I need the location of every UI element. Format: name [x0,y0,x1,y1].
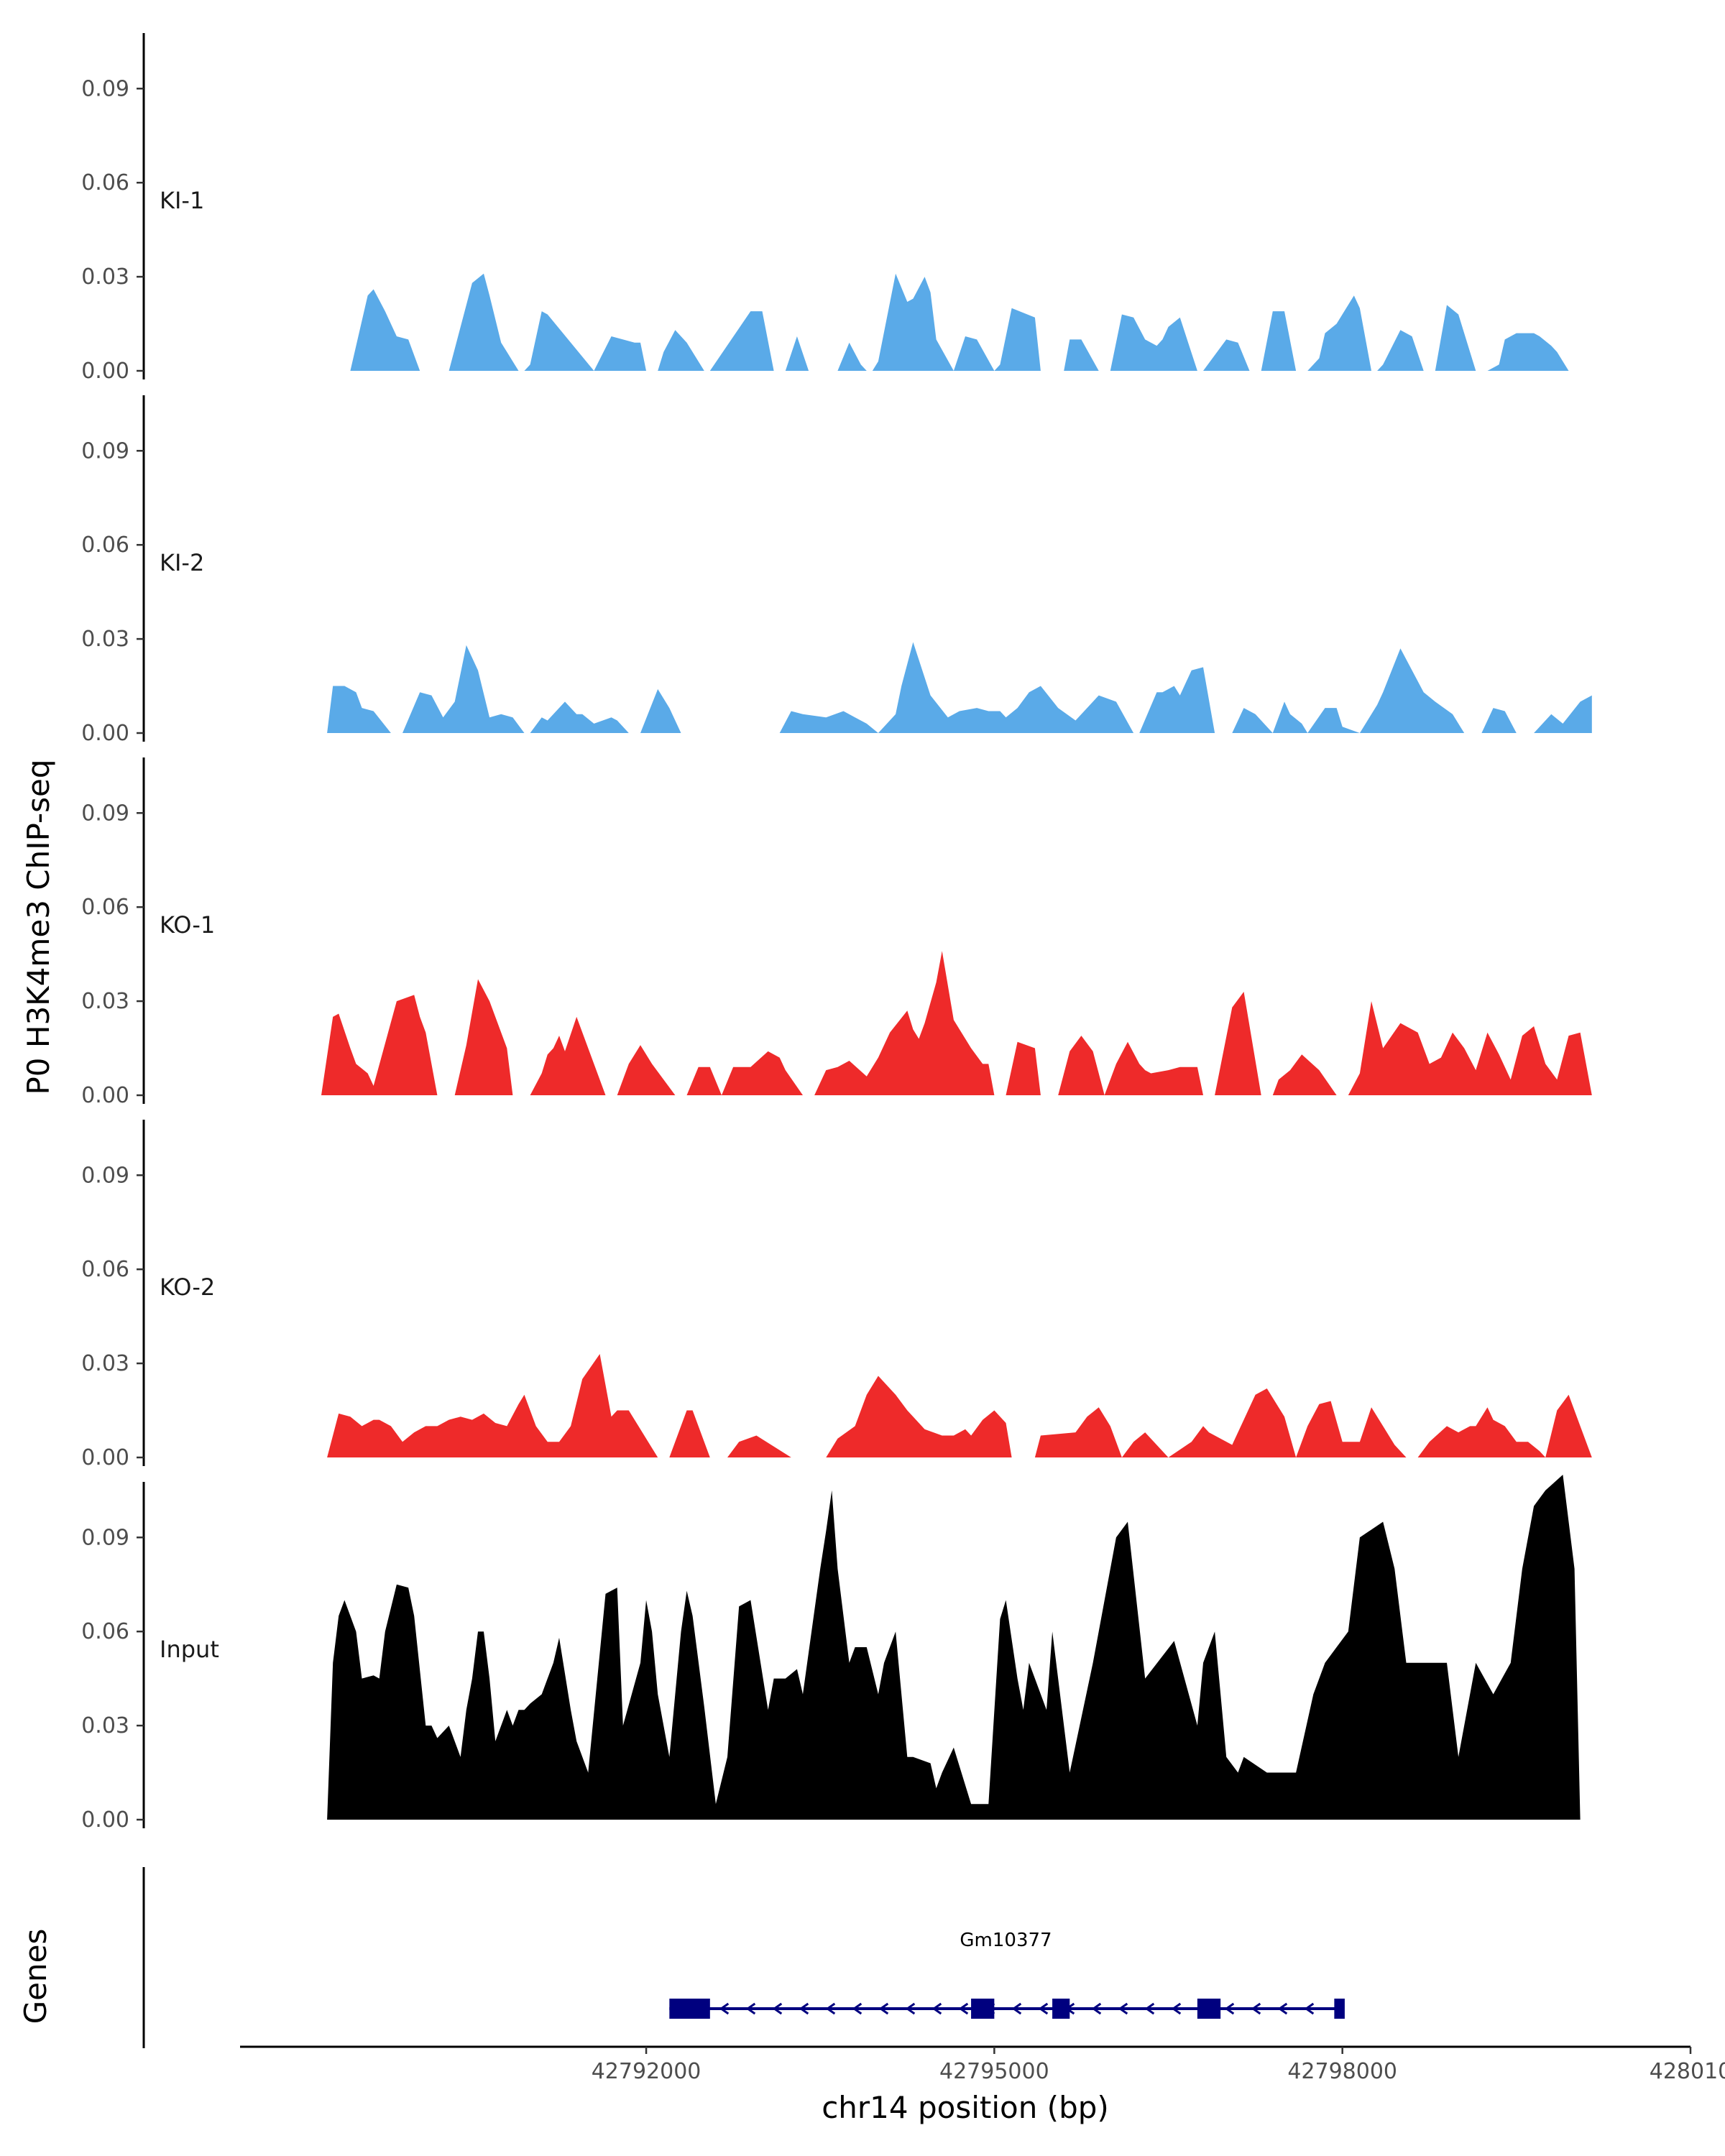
x-axis-title: chr14 position (bp) [822,2090,1109,2125]
y-tick-label: 0.00 [81,1083,129,1108]
strand-chevron-icon [745,2002,756,2015]
x-tick-label: 428010 [1650,2059,1725,2084]
gene-exon [971,1999,995,2019]
signal-area-input [327,1475,1581,1820]
track-panel-ko-1: 0.00 0.03 0.06 0.09 KO-1 [81,757,1592,1108]
strand-chevron-icon [1251,2002,1261,2015]
gene-exon [1052,1999,1070,2019]
y-tick-label: 0.03 [81,989,129,1014]
strand-chevron-icon [932,2002,942,2015]
strand-chevron-icon [1304,2002,1315,2015]
y-tick-label: 0.09 [81,76,129,101]
y-tick-label: 0.09 [81,1525,129,1550]
gene-model: Gm10377 [669,1930,1345,2019]
y-tick-label: 0.09 [81,1163,129,1188]
signal-area-ki-2 [327,642,1592,733]
y-tick-label: 0.00 [81,1445,129,1470]
strand-chevron-icon [958,2002,969,2015]
signal-area-ko-2 [327,1354,1592,1457]
track-panels: 0.00 0.03 0.06 0.09 KI-1 0.00 0.03 0.06 0.09 KI-2… [81,33,1592,1833]
track-label-ki-1: KI-1 [160,187,204,214]
y-tick-label: 0.06 [81,895,129,920]
y-tick-label: 0.09 [81,438,129,464]
y-tick-label: 0.03 [81,627,129,652]
track-panel-ko-2: 0.00 0.03 0.06 0.09 KO-2 [81,1120,1592,1470]
strand-chevron-icon [905,2002,916,2015]
strand-chevron-icon [1011,2002,1022,2015]
y-tick-label: 0.03 [81,264,129,290]
strand-chevron-icon [1144,2002,1155,2015]
y-axis-title: P0 H3K4me3 ChIP-seq [21,759,56,1095]
x-tick-label: 42798000 [1287,2059,1397,2084]
strand-chevron-icon [719,2002,730,2015]
signal-area-ki-1 [350,273,1592,371]
strand-chevron-icon [772,2002,783,2015]
track-label-ko-2: KO-2 [160,1273,215,1301]
gene-label: Gm10377 [960,1930,1052,1951]
y-tick-label: 0.00 [81,359,129,384]
signal-area-ko-1 [321,951,1592,1095]
y-tick-label: 0.06 [81,1619,129,1644]
y-tick-label: 0.03 [81,1351,129,1376]
gene-exon [1334,1999,1345,2019]
track-panel-input: 0.00 0.03 0.06 0.09 Input [81,1475,1581,1833]
y-tick-label: 0.06 [81,170,129,195]
y-tick-label: 0.00 [81,721,129,746]
track-label-ko-1: KO-1 [160,911,215,939]
track-label-input: Input [160,1636,219,1663]
y-tick-label: 0.06 [81,533,129,558]
track-panel-ki-2: 0.00 0.03 0.06 0.09 KI-2 [81,395,1592,746]
gene-exon [1197,1999,1221,2019]
y-tick-label: 0.00 [81,1807,129,1833]
strand-chevron-icon [1091,2002,1102,2015]
x-tick-label: 42795000 [939,2059,1049,2084]
strand-chevron-icon [1171,2002,1182,2015]
gene-panel: Gm10377 [142,1867,1345,2048]
x-axis: 42792000 42795000 42798000 428010 [240,2045,1725,2084]
gene-exon [669,1999,710,2019]
genes-axis-title: Genes [18,1929,53,2024]
strand-chevron-icon [878,2002,889,2015]
x-tick-label: 42792000 [592,2059,702,2084]
strand-chevron-icon [1277,2002,1288,2015]
strand-chevron-icon [852,2002,862,2015]
y-tick-label: 0.06 [81,1257,129,1282]
strand-chevron-icon [799,2002,809,2015]
track-label-ki-2: KI-2 [160,549,204,576]
strand-chevron-icon [1224,2002,1235,2015]
strand-chevron-icon [1038,2002,1049,2015]
y-tick-label: 0.09 [81,801,129,826]
track-panel-ki-1: 0.00 0.03 0.06 0.09 KI-1 [81,33,1592,384]
strand-chevron-icon [1118,2002,1128,2015]
strand-chevron-icon [825,2002,836,2015]
y-tick-label: 0.03 [81,1713,129,1738]
